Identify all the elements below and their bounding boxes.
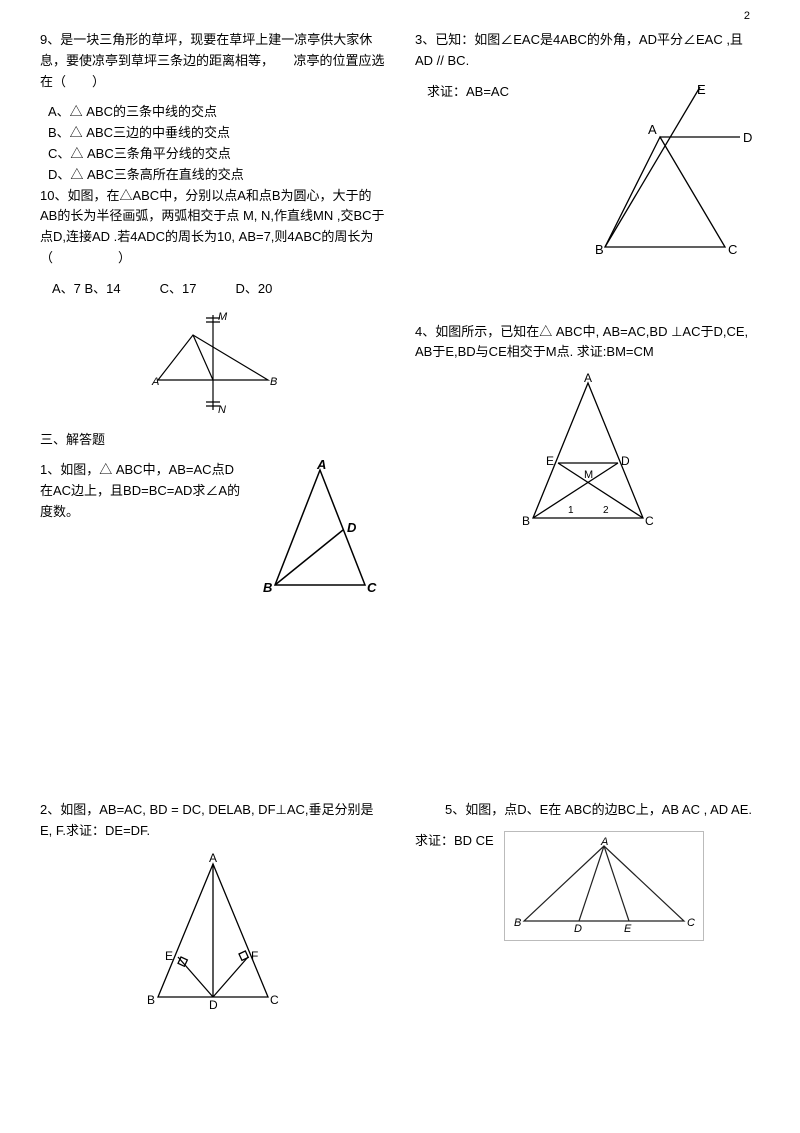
q1-text: 1、如图，△ ABC中，AB=AC点D在AC边上，且BD=BC=AD求∠A的度数… — [40, 460, 245, 522]
q3-D: D — [743, 130, 752, 145]
q2-D: D — [209, 998, 218, 1012]
q2-F: F — [251, 949, 258, 963]
q9-B: B、△ ABC三边的中垂线的交点 — [48, 123, 385, 144]
q9-D: D、△ ABC三条高所在直线的交点 — [48, 165, 385, 186]
q10-lbl-M: M — [218, 311, 228, 323]
q5-E: E — [624, 923, 632, 935]
q9-text: 9、是一块三角形的草坪，现要在草坪上建一凉亭供大家休息，要使凉亭到草坪三条边的距… — [40, 30, 385, 92]
left-col-2: 2、如图，AB=AC, BD = DC, DELAB, DF⊥AC,垂足分别是E… — [40, 800, 385, 1022]
q1-C: C — [367, 580, 377, 595]
q3-text: 3、已知：如图∠EAC是4ABC的外角，AD平分∠EAC ,且 AD // BC… — [415, 30, 760, 72]
q10-text: 10、如图，在△ABC中，分别以点A和点B为圆心，大于的AB的长为半径画弧，两弧… — [40, 186, 385, 269]
q10-opts: A、7 B、14 C、17 D、20 — [52, 279, 385, 300]
q4-text: 4、如图所示，已知在△ ABC中, AB=AC,BD ⊥AC于D,CE, AB于… — [415, 322, 760, 364]
columns: 9、是一块三角形的草坪，现要在草坪上建一凉亭供大家休息，要使凉亭到草坪三条边的距… — [40, 30, 760, 600]
q4-2: 2 — [603, 505, 609, 516]
q1-B: B — [263, 580, 272, 595]
lower-columns: 2、如图，AB=AC, BD = DC, DELAB, DF⊥AC,垂足分别是E… — [40, 800, 760, 1022]
right-col: 3、已知：如图∠EAC是4ABC的外角，AD平分∠EAC ,且 AD // BC… — [415, 30, 760, 600]
q5-B: B — [514, 917, 521, 929]
q10-lbl-N: N — [218, 404, 226, 416]
q1-D: D — [347, 520, 357, 535]
q5-text: 5、如图，点D、E在 ABC的边BC上，AB AC , AD AE. — [445, 800, 760, 821]
q3-E: E — [697, 82, 706, 97]
page-number: 2 — [744, 10, 750, 22]
q5-A: A — [600, 836, 608, 848]
q4-figure: A B C E D M 1 2 — [415, 373, 760, 533]
q1-A: A — [316, 460, 326, 472]
q3-B: B — [595, 242, 604, 257]
q1-figure: A B C D — [255, 460, 385, 600]
q5-figure: A B C D E — [504, 831, 704, 941]
q3-prove: 求证：AB=AC — [427, 82, 590, 252]
q4-E: E — [546, 454, 554, 468]
q4-M: M — [584, 469, 593, 481]
q3-figure: E A D B C — [590, 82, 760, 262]
q5-D: D — [574, 923, 582, 935]
q10-figure: A B M N — [40, 310, 385, 420]
q4-A: A — [584, 373, 592, 385]
q5-prove: 求证：BD CE — [415, 831, 494, 931]
q2-figure: A B C D E F — [40, 852, 385, 1012]
q4-C: C — [645, 514, 654, 528]
q4-B: B — [522, 514, 530, 528]
q4-1: 1 — [568, 505, 574, 516]
q2-text: 2、如图，AB=AC, BD = DC, DELAB, DF⊥AC,垂足分别是E… — [40, 800, 385, 842]
left-col: 9、是一块三角形的草坪，现要在草坪上建一凉亭供大家休息，要使凉亭到草坪三条边的距… — [40, 30, 385, 600]
q10-lbl-B: B — [270, 376, 277, 388]
q9-A: A、△ ABC的三条中线的交点 — [48, 102, 385, 123]
q9-C: C、△ ABC三条角平分线的交点 — [48, 144, 385, 165]
q3-A: A — [648, 122, 657, 137]
q2-B: B — [147, 993, 155, 1007]
q2-E: E — [165, 949, 173, 963]
q2-A: A — [209, 852, 217, 865]
q3-C: C — [728, 242, 737, 257]
right-col-2: 5、如图，点D、E在 ABC的边BC上，AB AC , AD AE. 求证：BD… — [415, 800, 760, 1022]
q4-D: D — [621, 454, 630, 468]
q5-C: C — [687, 917, 695, 929]
q10-lbl-A: A — [151, 376, 159, 388]
section3-title: 三、解答题 — [40, 430, 385, 451]
q2-C: C — [270, 993, 279, 1007]
